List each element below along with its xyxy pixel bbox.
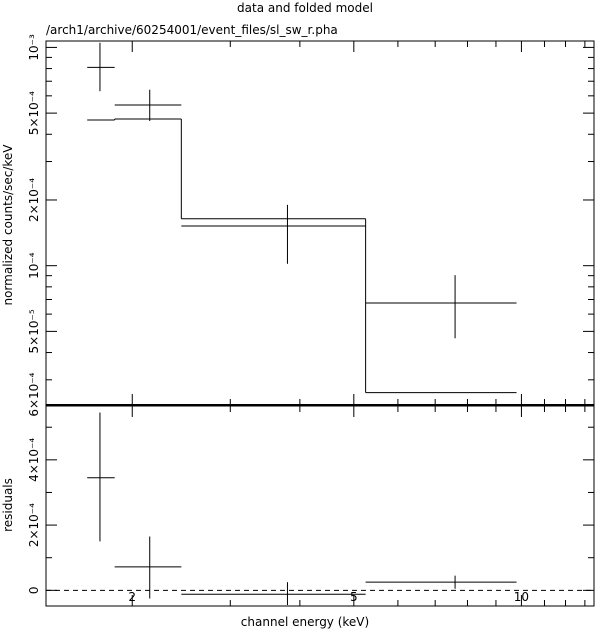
y-tick-label: 5×10⁻⁵ [27,309,41,353]
residual-y-tick-labels: 0 2×10⁻⁴ 4×10⁻⁴ 6×10⁻⁴ [27,372,41,594]
spectrum-y-tick-labels: 5×10⁻⁵ 10⁻⁴ 2×10⁻⁴ 5×10⁻⁴ 10⁻³ [27,34,41,353]
x-tick-label: 2 [128,590,136,604]
residual-points [87,412,517,606]
residual-y-tick-label: 4×10⁻⁴ [27,438,41,482]
x-tick-label: 10 [514,590,529,604]
x-axis-label: channel energy (keV) [241,615,369,629]
file-path-subtitle: /arch1/archive/60254001/event_files/sl_s… [46,23,338,37]
residuals-axis-label: residuals [1,478,15,532]
x-tick-label: 5 [350,590,358,604]
x-tick-labels: 2 5 10 [128,590,529,604]
residual-y-tick-label: 2×10⁻⁴ [27,503,41,547]
y-tick-label: 10⁻⁴ [27,252,41,279]
y-tick-label: 2×10⁻⁴ [27,178,41,222]
axis-ticks [46,41,594,606]
residual-y-tick-label: 6×10⁻⁴ [27,372,41,416]
y-tick-label: 10⁻³ [27,34,41,61]
plot-title: data and folded model [237,1,373,15]
y-tick-label: 5×10⁻⁴ [27,91,41,135]
y-axis-label: normalized counts/sec/keV [1,144,15,306]
residuals-panel-frame [45,405,595,607]
residual-y-tick-label: 0 [27,587,41,595]
model-histogram [87,118,517,394]
spectrum-panel-frame [45,40,595,407]
data-points [87,42,517,339]
